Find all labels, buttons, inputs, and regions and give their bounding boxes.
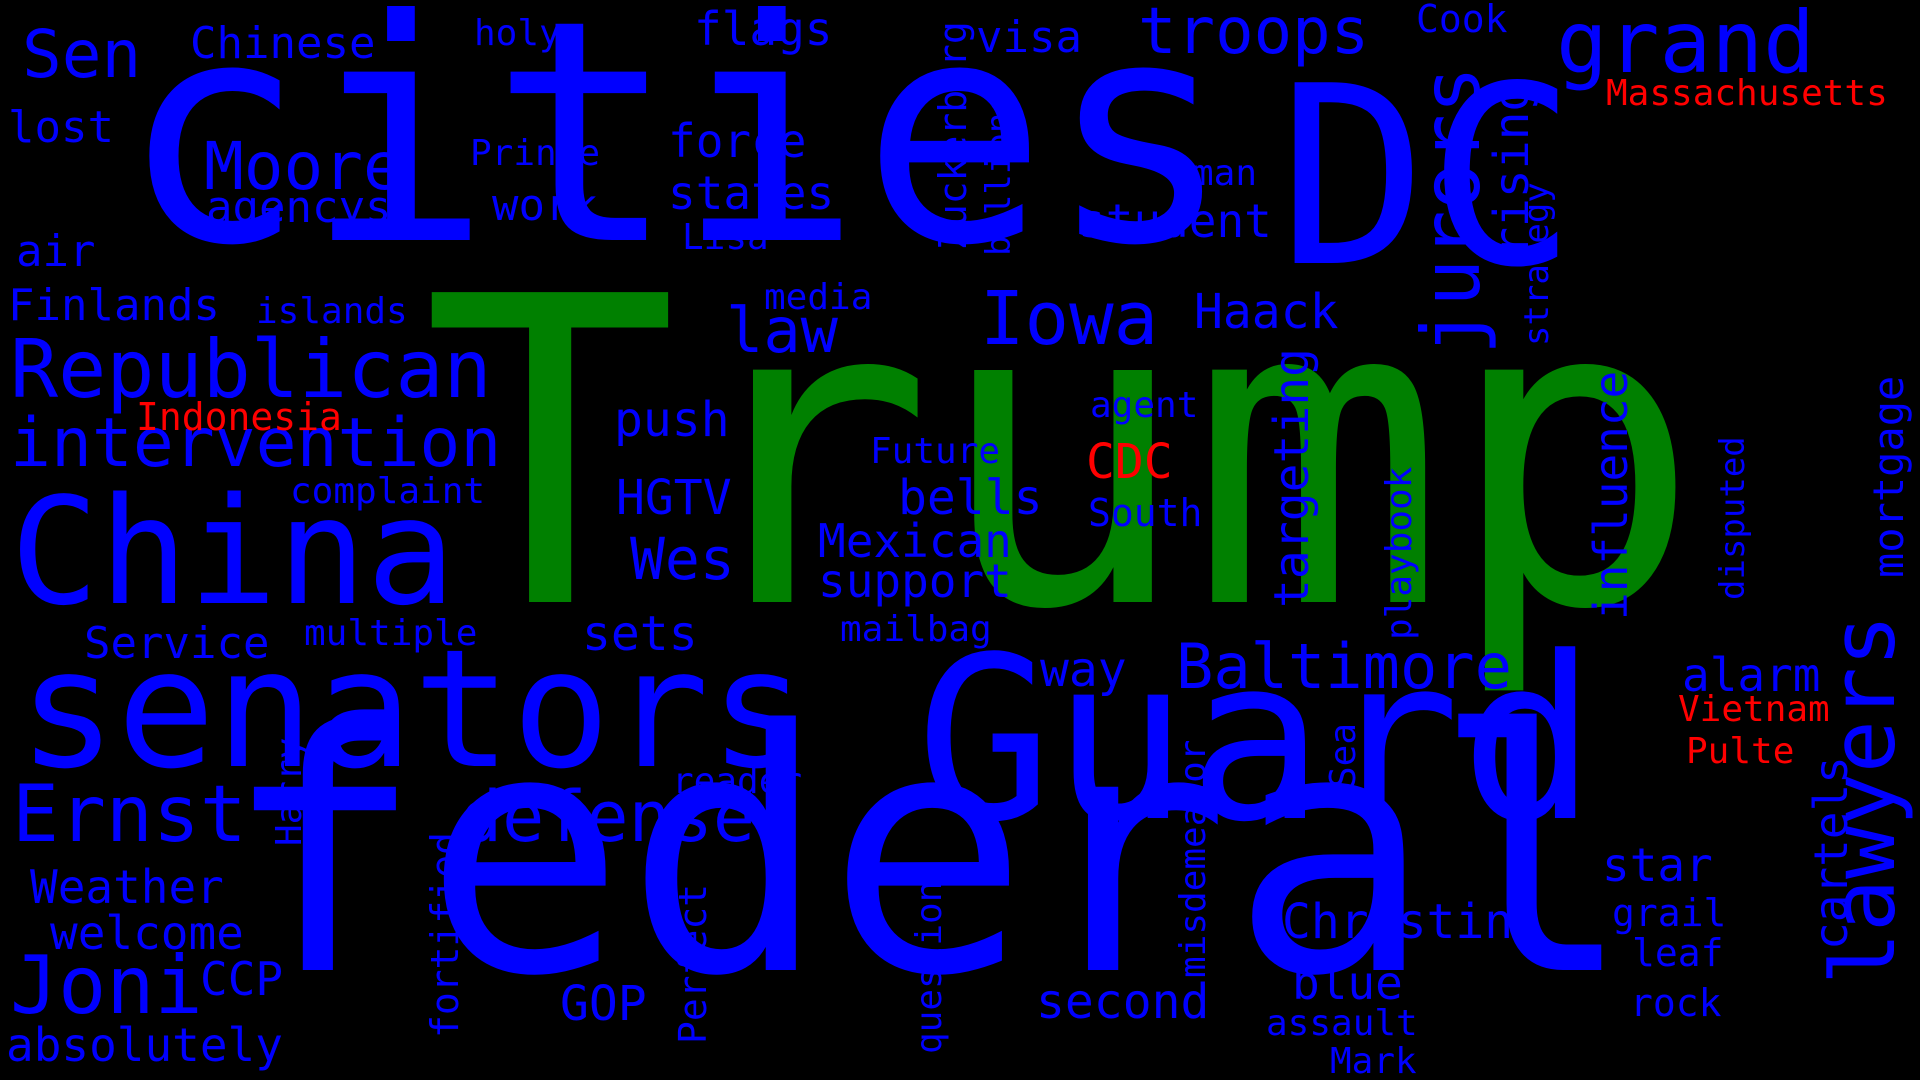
word-cities: cities: [120, 0, 1233, 313]
word-zuckerberg: Zuckerberg: [931, 21, 975, 250]
word-ernst: Ernst: [12, 770, 247, 860]
word-trump: Trump: [422, 209, 1702, 703]
word-cook: Cook: [1416, 0, 1508, 41]
word-harry: Harry: [269, 737, 310, 846]
word-guard: Guard: [916, 609, 1597, 872]
word-rock: rock: [1630, 981, 1722, 1025]
word-senators: senators: [18, 614, 808, 805]
word-federal: federal: [222, 660, 1634, 1050]
word-weather: Weather: [30, 860, 224, 914]
word-sea: Sea: [1323, 722, 1364, 788]
word-law: law: [726, 294, 838, 367]
word-joni: Joni: [10, 939, 203, 1032]
word-holy: holy: [474, 13, 561, 54]
word-flags: flags: [694, 2, 833, 56]
word-ccp: CCP: [200, 952, 284, 1006]
word-gop: GOP: [560, 976, 647, 1032]
word-playbook: playbook: [1379, 466, 1420, 640]
word-absolutely: absolutely: [6, 1018, 283, 1072]
word-states: states: [668, 166, 835, 220]
word-grand: grand: [1556, 0, 1815, 93]
word-student: student: [1078, 194, 1272, 248]
word-baltimore: Baltimore: [1176, 630, 1512, 703]
word-assault: assault: [1266, 1003, 1418, 1044]
word-wes: Wes: [630, 525, 735, 593]
word-way: way: [1040, 642, 1127, 698]
word-work: work: [492, 180, 598, 231]
word-agent: agent: [1090, 385, 1199, 426]
word-questions: questions: [909, 858, 950, 1054]
word-mark: Mark: [1330, 1041, 1417, 1080]
word-future: Future: [870, 431, 1001, 472]
word-mexican: Mexican: [818, 514, 1012, 568]
word-finlands: Finlands: [8, 280, 220, 331]
word-hgtv: HGTV: [616, 470, 732, 526]
word-islands: islands: [256, 291, 408, 332]
word-complaint: complaint: [290, 471, 486, 512]
word-lisa: Lisa: [682, 217, 769, 258]
word-push: push: [614, 392, 730, 448]
word-media: media: [764, 277, 873, 318]
word-intervention: intervention: [10, 404, 502, 483]
word-defense: defense: [460, 776, 756, 858]
word-billions: billions: [979, 92, 1019, 256]
word-indonesia: Indonesia: [136, 395, 342, 439]
word-chinese: Chinese: [190, 18, 376, 69]
word-lost: lost: [8, 102, 114, 153]
word-south: South: [1088, 491, 1203, 535]
word-second: second: [1036, 974, 1210, 1030]
word-influence: influence: [1584, 370, 1638, 620]
word-dc: DC: [1278, 34, 1577, 322]
word-targeting: targeting: [1264, 347, 1320, 608]
word-misdemeanor: misdemeanor: [1173, 739, 1214, 978]
word-mailbag: mailbag: [840, 609, 992, 650]
word-massachusetts: Massachusetts: [1606, 73, 1888, 114]
word-bells: bells: [898, 470, 1043, 526]
word-troops: troops: [1138, 0, 1370, 69]
word-jurors: jurors: [1405, 66, 1498, 355]
word-force: force: [668, 114, 807, 168]
word-republican: Republican: [10, 323, 492, 416]
word-service: Service: [84, 618, 270, 669]
word-sen: Sen: [22, 16, 142, 93]
word-agencys: agencys: [206, 182, 392, 233]
word-leaf: leaf: [1632, 931, 1724, 975]
word-fortified: fortified: [423, 832, 467, 1038]
word-haack: Haack: [1194, 284, 1339, 340]
word-welcome: welcome: [50, 906, 244, 960]
word-star: star: [1602, 838, 1713, 892]
word-alarm: alarm: [1682, 648, 1821, 702]
word-perfect: Perfect: [671, 883, 715, 1044]
word-air: air: [16, 226, 96, 277]
word-moore: Moore: [204, 128, 403, 205]
word-mortgage: mortgage: [1864, 375, 1913, 578]
word-cdc: CDC: [1086, 434, 1173, 490]
word-china: China: [10, 466, 456, 638]
word-iowa: Iowa: [980, 276, 1159, 362]
word-blue: blue: [1292, 956, 1403, 1010]
word-pulte: Pulte: [1686, 731, 1795, 772]
word-grail: grail: [1612, 891, 1727, 935]
word-sets: sets: [582, 606, 698, 662]
word-prince: Prince: [470, 133, 601, 174]
word-support: support: [818, 554, 1012, 608]
word-disputed: disputed: [1713, 436, 1753, 600]
word-reader: reader: [672, 761, 803, 802]
word-multiple: multiple: [304, 613, 478, 654]
word-vietnam: Vietnam: [1678, 689, 1830, 730]
word-cartels: cartels: [1804, 756, 1858, 950]
word-man: man: [1192, 153, 1258, 194]
word-strategy: strategy: [1517, 182, 1557, 346]
word-visa: visa: [976, 12, 1082, 63]
word-christina: Christina: [1282, 894, 1543, 950]
